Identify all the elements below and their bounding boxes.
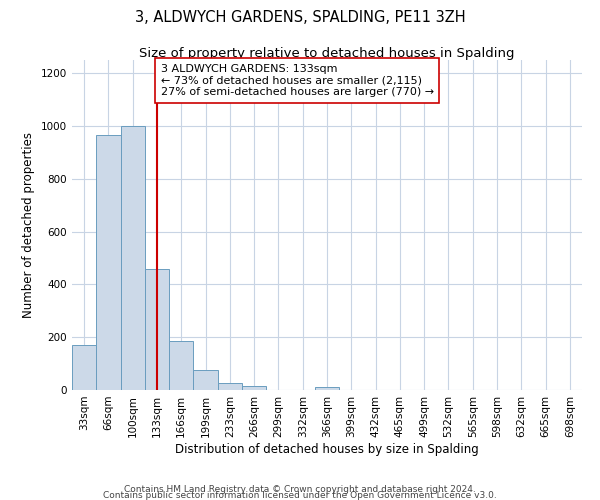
Text: 3 ALDWYCH GARDENS: 133sqm
← 73% of detached houses are smaller (2,115)
27% of se: 3 ALDWYCH GARDENS: 133sqm ← 73% of detac…: [161, 64, 434, 97]
Bar: [218, 384, 242, 390]
Text: Contains public sector information licensed under the Open Government Licence v3: Contains public sector information licen…: [103, 490, 497, 500]
Y-axis label: Number of detached properties: Number of detached properties: [22, 132, 35, 318]
Title: Size of property relative to detached houses in Spalding: Size of property relative to detached ho…: [139, 47, 515, 60]
X-axis label: Distribution of detached houses by size in Spalding: Distribution of detached houses by size …: [175, 442, 479, 456]
Bar: [145, 268, 169, 390]
Bar: [72, 345, 96, 390]
Bar: [242, 386, 266, 390]
Bar: [121, 126, 145, 390]
Text: 3, ALDWYCH GARDENS, SPALDING, PE11 3ZH: 3, ALDWYCH GARDENS, SPALDING, PE11 3ZH: [134, 10, 466, 25]
Bar: [315, 388, 339, 390]
Bar: [96, 135, 121, 390]
Bar: [193, 370, 218, 390]
Bar: [169, 341, 193, 390]
Text: Contains HM Land Registry data © Crown copyright and database right 2024.: Contains HM Land Registry data © Crown c…: [124, 484, 476, 494]
